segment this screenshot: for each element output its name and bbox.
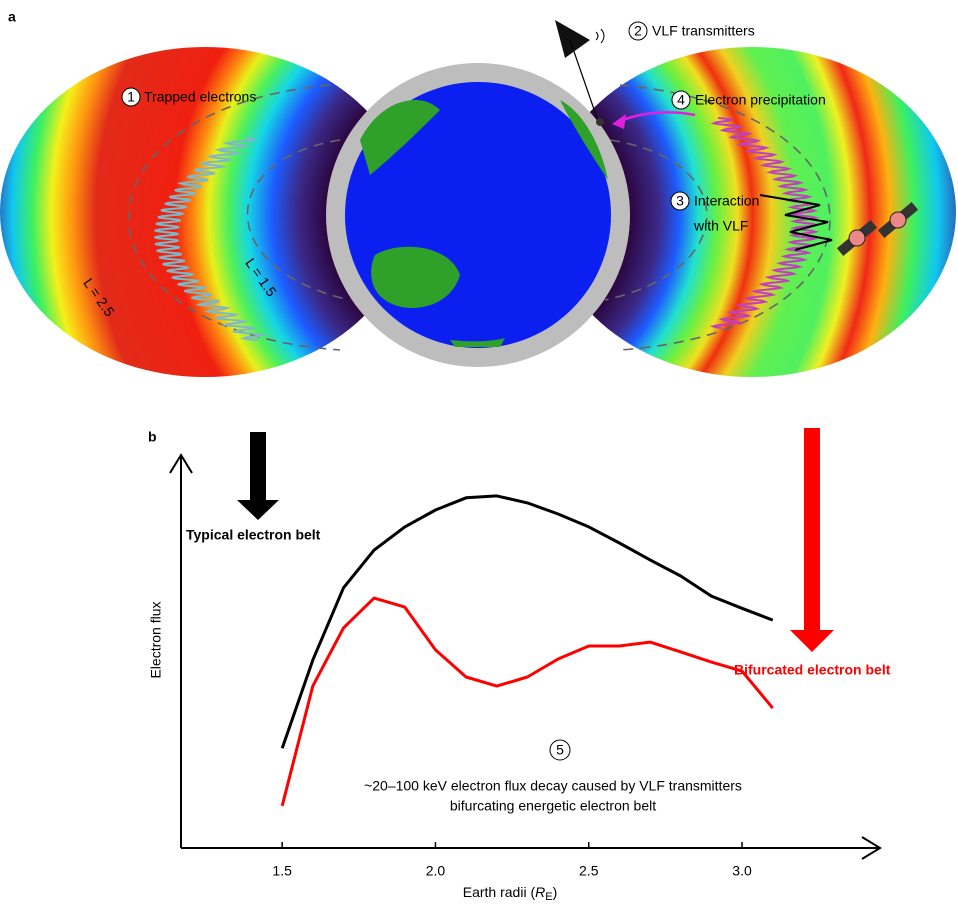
step-number: 1 xyxy=(127,89,135,105)
step-4: 4 Electron precipitation xyxy=(671,90,826,110)
step-2: 2 VLF transmitters xyxy=(628,21,755,41)
x-label-text: ) xyxy=(553,884,558,900)
step-number-circle xyxy=(628,21,648,41)
y-axis xyxy=(169,453,193,848)
step-number: 4 xyxy=(677,92,685,108)
beam xyxy=(569,39,598,119)
series-label: Typical electron belt xyxy=(186,527,321,543)
x-label-subscript: E xyxy=(545,891,552,903)
y-axis-label: Electron flux xyxy=(148,601,164,678)
wave xyxy=(709,117,820,329)
step-number: 3 xyxy=(676,193,684,209)
transmitter xyxy=(555,20,605,126)
signal xyxy=(595,28,605,44)
step-number-circle xyxy=(549,739,571,761)
left-belt xyxy=(0,47,410,377)
annotation: bifurcating energetic electron belt xyxy=(450,798,656,814)
ground-station xyxy=(596,118,604,126)
dish xyxy=(555,20,590,58)
vlf-wave xyxy=(759,194,833,251)
l-shell xyxy=(604,139,708,301)
line-chart: Typical electron belt Bifurcated electro… xyxy=(148,428,891,903)
x-axis xyxy=(181,836,882,860)
satellite xyxy=(836,220,878,256)
x-label-symbol: R xyxy=(535,884,545,900)
step-number-circle xyxy=(121,87,141,107)
wave xyxy=(154,137,267,341)
right-belt xyxy=(548,47,956,377)
x-axis-label: Earth radii (RE) xyxy=(463,884,558,903)
step-1: 1 Trapped electrons xyxy=(121,87,256,107)
panel-label: b xyxy=(148,429,157,445)
step-3: 3 Interaction with VLF xyxy=(670,191,759,234)
land xyxy=(360,100,608,347)
arrow-head xyxy=(612,114,626,129)
series-label: Bifurcated electron belt xyxy=(734,662,891,678)
series-line xyxy=(280,596,774,807)
l-shell xyxy=(246,139,351,301)
step-label: Interaction xyxy=(694,193,759,209)
x-tick-label: 2.5 xyxy=(579,863,599,879)
land-mass xyxy=(560,100,608,180)
land-mass xyxy=(360,100,440,175)
step-number-circle xyxy=(670,191,690,211)
x-label-text: Earth radii ( xyxy=(463,884,536,900)
land-mass xyxy=(371,246,460,308)
step-label: Trapped electrons xyxy=(144,89,256,105)
annotation: ~20–100 keV electron flux decay caused b… xyxy=(364,778,742,794)
step-label: Electron precipitation xyxy=(695,92,826,108)
axes xyxy=(169,453,882,860)
x-tick-label: 2.0 xyxy=(426,863,446,879)
panel-label: a xyxy=(8,9,16,25)
satellite-body xyxy=(848,229,866,247)
satellites xyxy=(836,202,919,256)
series-line xyxy=(280,494,774,749)
step-number: 5 xyxy=(556,742,564,758)
step-label: VLF transmitters xyxy=(652,23,755,39)
land-mass xyxy=(450,338,505,347)
step-number: 2 xyxy=(634,23,642,39)
step-number-circle xyxy=(671,90,691,110)
bifurcated-arrow xyxy=(790,428,834,652)
satellite xyxy=(877,202,919,238)
typical-arrow xyxy=(237,432,279,520)
x-tick-label: 1.5 xyxy=(272,863,292,879)
satellite-body xyxy=(889,211,907,229)
waves xyxy=(154,117,833,341)
l-shell xyxy=(619,84,831,351)
step-label: with VLF xyxy=(693,218,748,234)
x-tick-label: 3.0 xyxy=(732,863,752,879)
